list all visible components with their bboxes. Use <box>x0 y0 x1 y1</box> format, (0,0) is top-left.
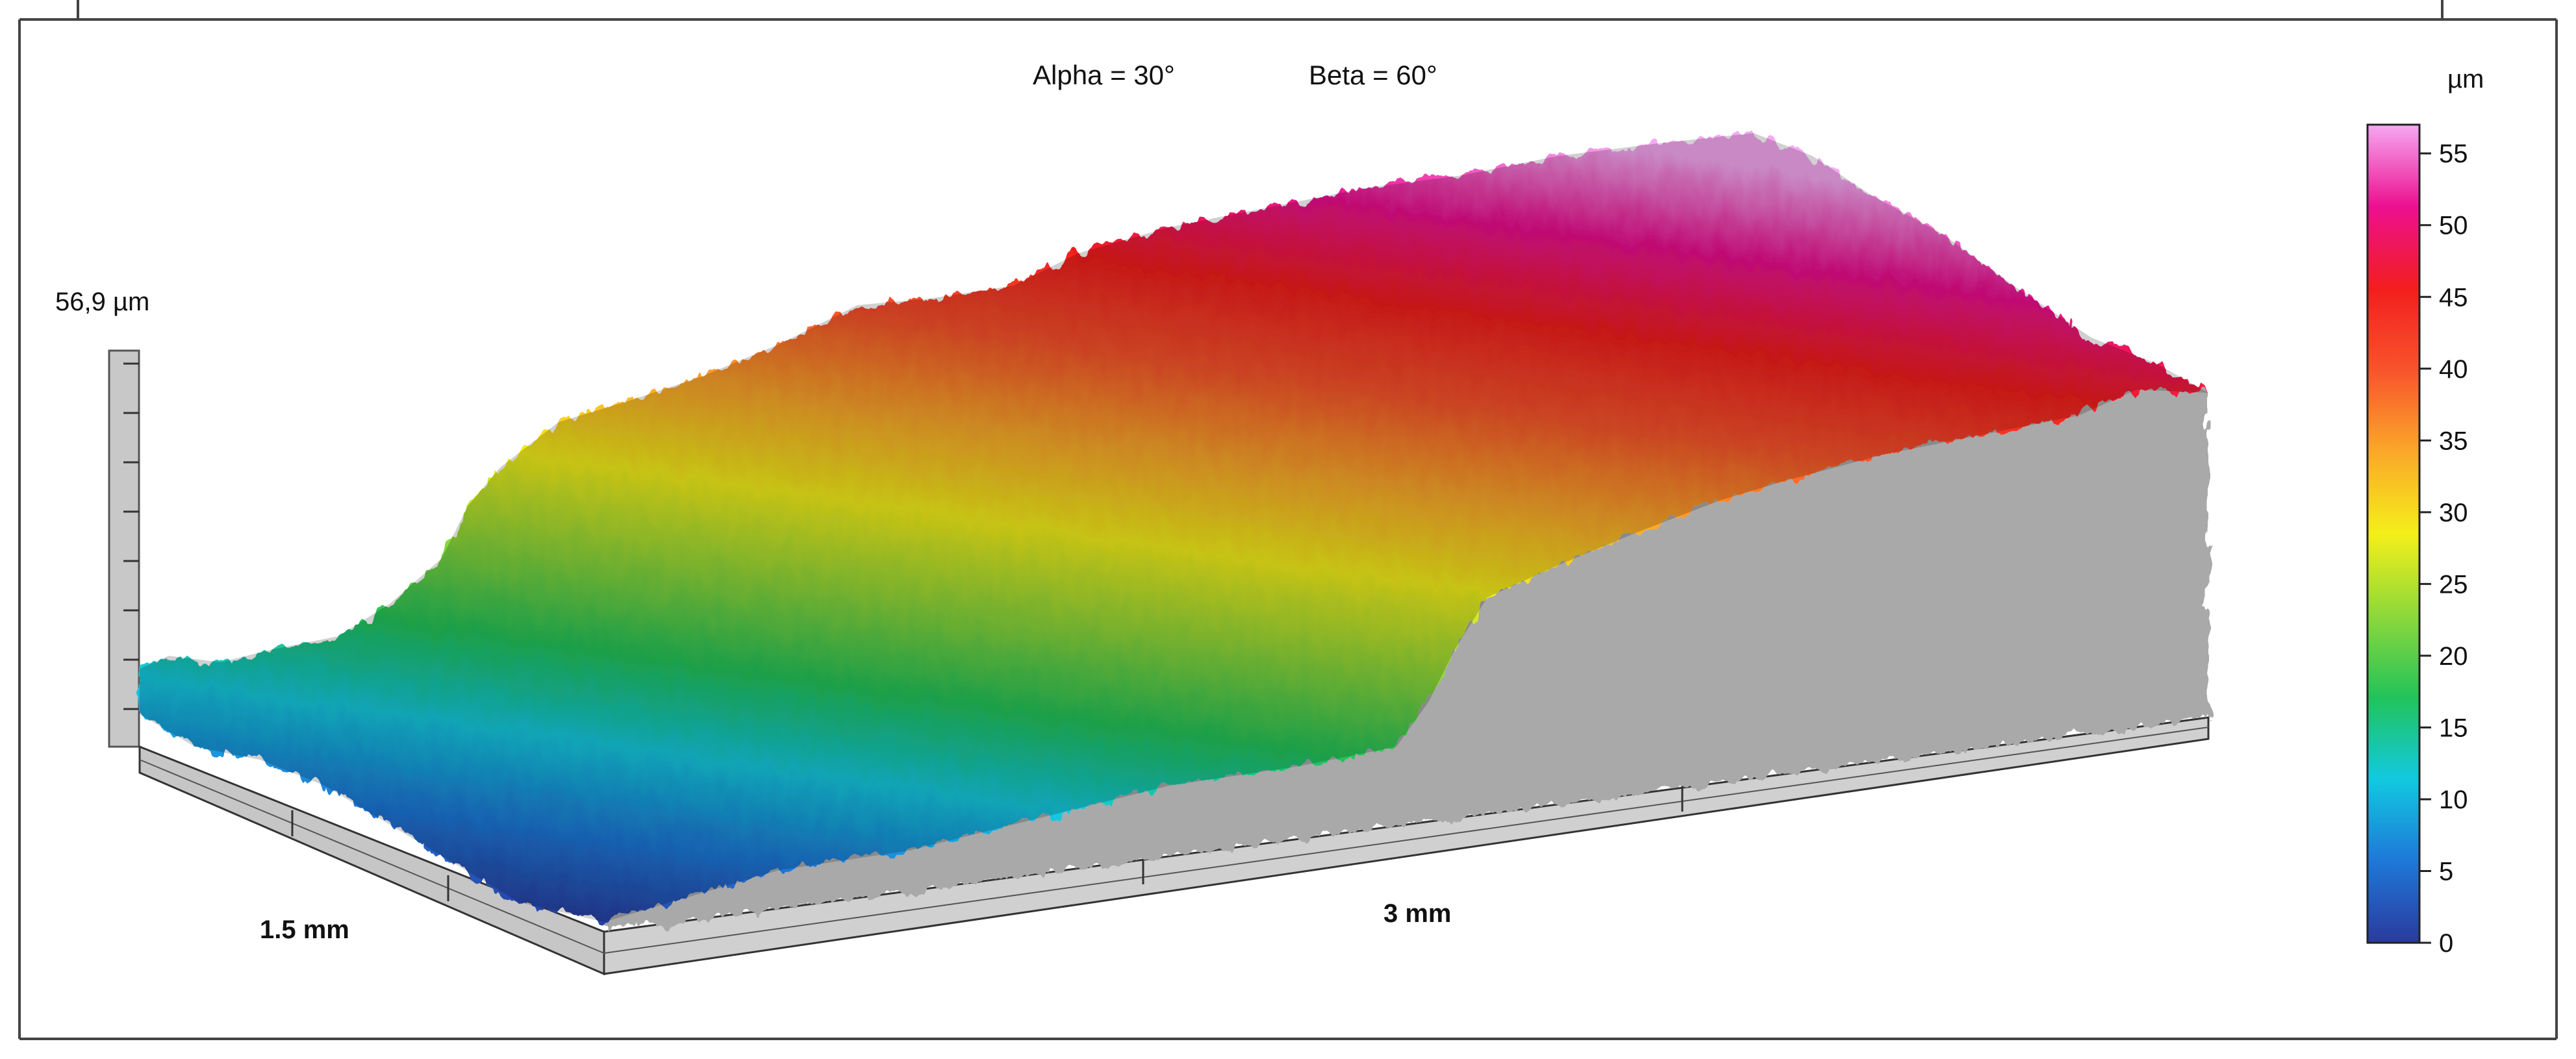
colorbar-tick-label: 10 <box>2439 786 2468 814</box>
surface-map <box>140 133 2208 922</box>
colorbar-unit: µm <box>2447 65 2484 93</box>
colorbar: µm 0 5 10 15 20 25 30 35 40 45 50 55 <box>2366 65 2484 958</box>
height-axis-ticks <box>123 362 139 710</box>
height-axis: 56,9 µm <box>55 288 149 748</box>
x-extent-label: 3 mm <box>1383 899 1452 928</box>
sample-section <box>604 390 2208 932</box>
base-tick-marks <box>291 786 1684 901</box>
colorbar-tick-label: 40 <box>2439 355 2468 384</box>
colorbar-tick-label: 25 <box>2439 570 2468 599</box>
beta-label: Beta = 60° <box>1309 60 1437 90</box>
y-extent-label: 1.5 mm <box>260 916 349 944</box>
base-left-face <box>138 745 605 976</box>
plot-frame <box>18 0 2558 1040</box>
colorbar-tick-label: 45 <box>2439 283 2468 312</box>
colorbar-tick-label: 20 <box>2439 642 2468 671</box>
colorbar-tick-label: 0 <box>2439 929 2453 958</box>
colorbar-tick-label: 50 <box>2439 212 2468 240</box>
height-max-label: 56,9 µm <box>55 288 149 316</box>
colorbar-tick-label: 5 <box>2439 857 2453 886</box>
colorbar-tick-label: 15 <box>2439 714 2468 742</box>
colorbar-tick-label: 30 <box>2439 499 2468 527</box>
sample-base <box>138 716 2210 976</box>
colorbar-scale <box>2366 123 2421 944</box>
colorbar-tick-label: 35 <box>2439 427 2468 455</box>
alpha-label: Alpha = 30° <box>1033 60 1175 90</box>
colorbar-tick-label: 55 <box>2439 140 2468 168</box>
section-front-wall <box>604 390 2208 932</box>
colorbar-ticks: 0 5 10 15 20 25 30 35 40 45 50 55 <box>2419 140 2468 958</box>
